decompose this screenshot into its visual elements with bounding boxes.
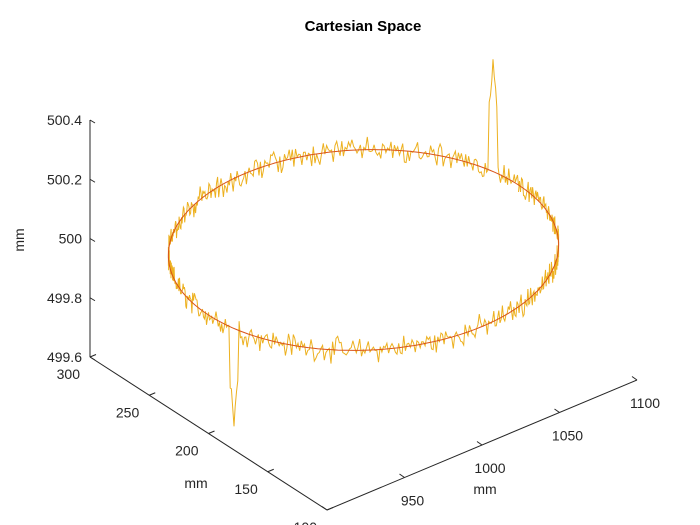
z-tick bbox=[89, 356, 96, 361]
z-tick bbox=[89, 178, 96, 183]
z-tick bbox=[89, 297, 96, 302]
z-tick-label: 499.6 bbox=[47, 349, 82, 365]
x-tick bbox=[631, 376, 638, 381]
x-tick-label: 950 bbox=[401, 493, 425, 509]
y-tick-label: 150 bbox=[234, 481, 258, 497]
z-tick-label: 500.2 bbox=[47, 171, 82, 187]
chart-title: Cartesian Space bbox=[305, 18, 422, 35]
plot-lines bbox=[167, 59, 560, 427]
x-tick bbox=[554, 408, 560, 413]
y-tick bbox=[149, 392, 156, 396]
series-measured bbox=[167, 59, 560, 427]
series-reference bbox=[167, 149, 560, 351]
z-tick-label: 500.4 bbox=[47, 112, 82, 128]
y-tick bbox=[89, 354, 97, 358]
z-tick-label: 499.8 bbox=[47, 290, 82, 306]
z-tick bbox=[89, 119, 96, 124]
y-tick-label: 100 bbox=[294, 519, 318, 525]
y-tick bbox=[267, 468, 274, 473]
x-tick-label: 1100 bbox=[630, 395, 660, 411]
x-tick bbox=[476, 441, 483, 446]
y-axis-label: mm bbox=[184, 475, 207, 491]
z-tick-label: 500 bbox=[59, 231, 83, 247]
axes: 900950100010501100100150200250300499.649… bbox=[47, 112, 660, 525]
z-axis-label: mm bbox=[11, 228, 27, 251]
x-tick bbox=[321, 506, 328, 511]
z-tick bbox=[89, 238, 96, 242]
y-tick-label: 200 bbox=[175, 443, 199, 459]
x-tick-label: 1050 bbox=[552, 428, 583, 444]
y-tick-label: 250 bbox=[116, 404, 140, 420]
y-tick-label: 300 bbox=[57, 366, 81, 382]
x-tick-label: 1000 bbox=[474, 460, 505, 476]
y-tick bbox=[208, 430, 215, 434]
x-tick bbox=[399, 473, 405, 478]
x-axis-label: mm bbox=[473, 481, 496, 497]
y-tick bbox=[326, 507, 334, 511]
